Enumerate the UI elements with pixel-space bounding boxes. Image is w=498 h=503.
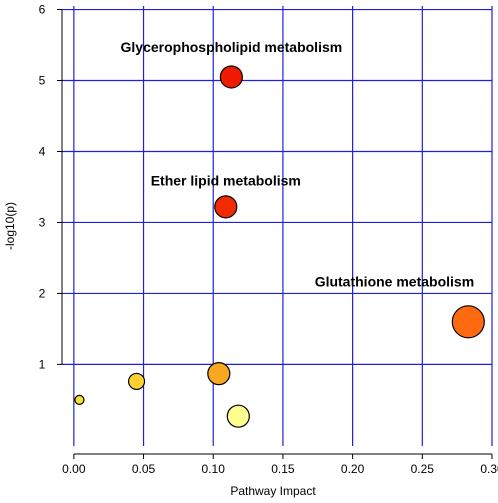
y-tick-label: 5 — [39, 74, 46, 88]
x-axis-title: Pathway Impact — [230, 484, 316, 498]
y-tick-label: 3 — [39, 215, 46, 229]
data-point — [127, 372, 146, 391]
data-point — [74, 394, 85, 405]
x-tick-label: 0.25 — [411, 462, 435, 476]
point-annotation: Glycerophospholipid metabolism — [121, 39, 343, 55]
y-tick-label: 2 — [39, 286, 46, 300]
axes: 0.00 0.05 0.10 0.15 0.20 0.25 0.30 1 2 3 4 5 6 — [39, 3, 498, 476]
grid — [62, 6, 493, 446]
point-annotation: Ether lipid metabolism — [151, 173, 301, 189]
data-point — [451, 305, 485, 339]
x-tick-label: 0.20 — [341, 462, 365, 476]
point-annotation: Glutathione metabolism — [315, 273, 474, 289]
x-tick-label: 0.05 — [132, 462, 156, 476]
y-axis-title: -log10(p) — [3, 202, 17, 250]
x-tick-label: 0.30 — [480, 462, 498, 476]
x-tick-label: 0.15 — [271, 462, 295, 476]
x-tick-label: 0.00 — [62, 462, 86, 476]
data-point — [214, 195, 238, 219]
data-points — [74, 65, 485, 428]
data-point — [226, 404, 250, 428]
y-tick-label: 1 — [39, 357, 46, 371]
annotations: Glycerophospholipid metabolism Ether lipi… — [121, 39, 475, 289]
y-tick-label: 4 — [39, 144, 46, 158]
data-point — [207, 362, 231, 386]
x-tick-label: 0.10 — [202, 462, 226, 476]
data-point — [219, 65, 243, 89]
y-tick-label: 6 — [39, 3, 46, 17]
